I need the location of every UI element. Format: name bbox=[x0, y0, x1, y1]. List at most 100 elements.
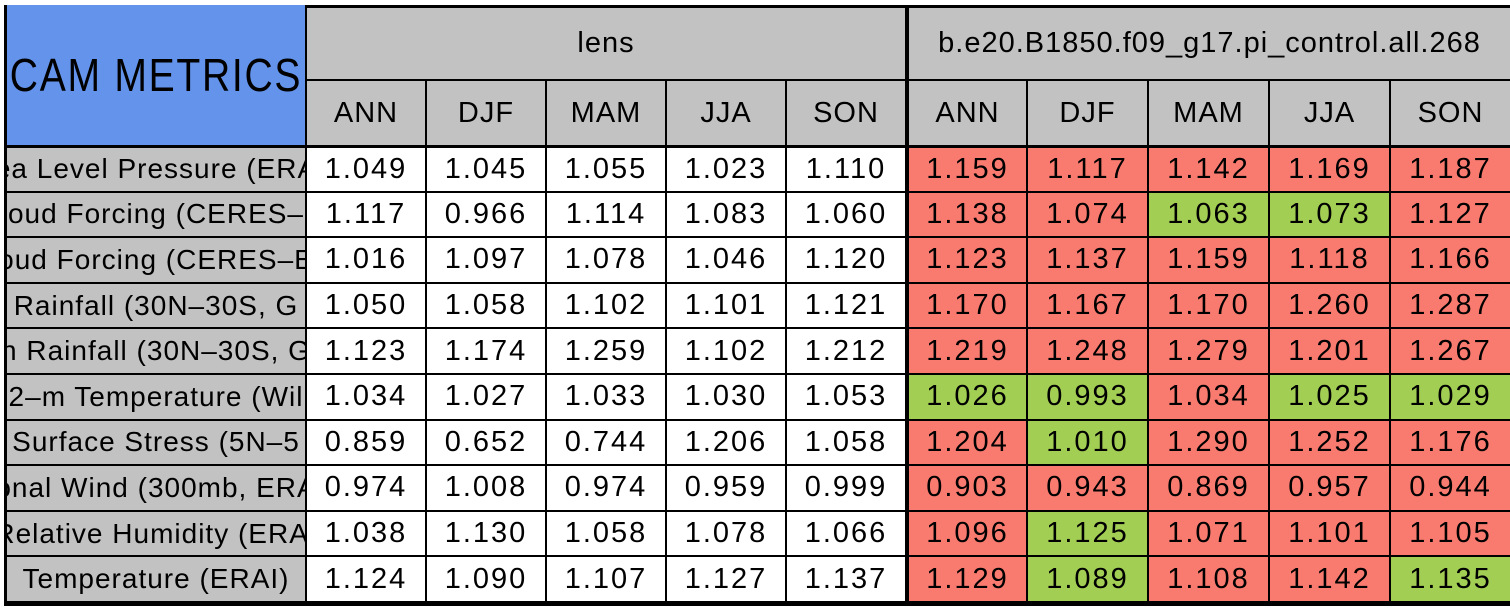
value-cell-lens: 0.959 bbox=[665, 464, 785, 510]
value-cell-model: 1.135 bbox=[1389, 555, 1510, 601]
value-cell-lens: 1.078 bbox=[665, 509, 785, 556]
season-header-lens-jja: JJA bbox=[665, 79, 785, 145]
metric-label: Relative Humidity (ERAI bbox=[4, 509, 305, 556]
value-cell-lens: 0.652 bbox=[425, 418, 545, 465]
value-cell-model: 1.187 bbox=[1389, 145, 1510, 191]
table-title: CAM METRICS bbox=[9, 49, 303, 101]
value-cell-lens: 0.744 bbox=[545, 418, 665, 465]
value-cell-lens: 1.101 bbox=[665, 281, 785, 328]
value-cell-model: 1.026 bbox=[905, 372, 1026, 419]
value-cell-model: 1.170 bbox=[905, 281, 1026, 328]
value-cell-model: 1.125 bbox=[1026, 509, 1147, 556]
value-cell-lens: 1.058 bbox=[545, 509, 665, 556]
value-cell-model: 0.957 bbox=[1268, 464, 1389, 510]
value-cell-model: 0.993 bbox=[1026, 372, 1147, 419]
season-header-model-djf: DJF bbox=[1026, 79, 1147, 145]
value-cell-model: 1.010 bbox=[1026, 418, 1147, 465]
value-cell-model: 1.129 bbox=[905, 555, 1026, 601]
metric-label: oud Forcing (CERES– bbox=[4, 190, 305, 237]
value-cell-lens: 1.078 bbox=[545, 236, 665, 282]
value-cell-lens: 0.999 bbox=[785, 464, 905, 510]
value-cell-lens: 1.038 bbox=[305, 509, 425, 556]
metric-label: n Rainfall (30N–30S, G bbox=[4, 327, 305, 373]
metric-label: onal Wind (300mb, ERA bbox=[4, 464, 305, 510]
value-cell-lens: 1.206 bbox=[665, 418, 785, 465]
value-cell-lens: 1.034 bbox=[305, 372, 425, 419]
value-cell-model: 1.117 bbox=[1026, 145, 1147, 191]
value-cell-lens: 1.008 bbox=[425, 464, 545, 510]
value-cell-lens: 1.045 bbox=[425, 145, 545, 191]
metric-label: Rainfall (30N–30S, G bbox=[4, 281, 305, 328]
season-header-lens-mam: MAM bbox=[545, 79, 665, 145]
value-cell-model: 1.034 bbox=[1147, 372, 1268, 419]
value-cell-model: 1.260 bbox=[1268, 281, 1389, 328]
season-header-model-ann: ANN bbox=[905, 79, 1026, 145]
value-cell-model: 1.123 bbox=[905, 236, 1026, 282]
value-cell-lens: 1.102 bbox=[545, 281, 665, 328]
value-cell-lens: 1.027 bbox=[425, 372, 545, 419]
cam-metrics-table: CAM METRICS lens b.e20.B1850.f09_g17.pi_… bbox=[4, 5, 1510, 606]
value-cell-lens: 1.212 bbox=[785, 327, 905, 373]
value-cell-lens: 1.016 bbox=[305, 236, 425, 282]
value-cell-model: 1.279 bbox=[1147, 327, 1268, 373]
value-cell-lens: 0.966 bbox=[425, 190, 545, 237]
value-cell-model: 1.201 bbox=[1268, 327, 1389, 373]
value-cell-lens: 1.050 bbox=[305, 281, 425, 328]
value-cell-lens: 0.974 bbox=[545, 464, 665, 510]
value-cell-lens: 1.055 bbox=[545, 145, 665, 191]
value-cell-lens: 1.049 bbox=[305, 145, 425, 191]
group-header-lens: lens bbox=[305, 5, 905, 79]
value-cell-lens: 1.033 bbox=[545, 372, 665, 419]
value-cell-model: 1.204 bbox=[905, 418, 1026, 465]
value-cell-model: 1.169 bbox=[1268, 145, 1389, 191]
metric-label: Temperature (ERAI) bbox=[4, 555, 305, 601]
value-cell-model: 1.089 bbox=[1026, 555, 1147, 601]
value-cell-model: 1.096 bbox=[905, 509, 1026, 556]
group-header-model-case: b.e20.B1850.f09_g17.pi_control.all.268 bbox=[905, 5, 1510, 79]
value-cell-model: 1.267 bbox=[1389, 327, 1510, 373]
value-cell-lens: 1.259 bbox=[545, 327, 665, 373]
value-cell-model: 1.170 bbox=[1147, 281, 1268, 328]
value-cell-model: 1.252 bbox=[1268, 418, 1389, 465]
metric-label: ea Level Pressure (ERA bbox=[4, 145, 305, 191]
value-cell-lens: 1.137 bbox=[785, 555, 905, 601]
value-cell-lens: 1.127 bbox=[665, 555, 785, 601]
season-header-model-mam: MAM bbox=[1147, 79, 1268, 145]
season-header-model-jja: JJA bbox=[1268, 79, 1389, 145]
season-header-lens-djf: DJF bbox=[425, 79, 545, 145]
value-cell-model: 1.219 bbox=[905, 327, 1026, 373]
value-cell-model: 1.073 bbox=[1268, 190, 1389, 237]
value-cell-model: 1.118 bbox=[1268, 236, 1389, 282]
value-cell-model: 1.166 bbox=[1389, 236, 1510, 282]
value-cell-lens: 1.023 bbox=[665, 145, 785, 191]
value-cell-model: 1.290 bbox=[1147, 418, 1268, 465]
value-cell-lens: 1.058 bbox=[425, 281, 545, 328]
value-cell-lens: 1.060 bbox=[785, 190, 905, 237]
value-cell-model: 1.159 bbox=[1147, 236, 1268, 282]
value-cell-model: 1.108 bbox=[1147, 555, 1268, 601]
value-cell-lens: 1.053 bbox=[785, 372, 905, 419]
value-cell-model: 0.869 bbox=[1147, 464, 1268, 510]
value-cell-lens: 1.130 bbox=[425, 509, 545, 556]
metric-label: Surface Stress (5N–5 bbox=[4, 418, 305, 465]
value-cell-lens: 0.974 bbox=[305, 464, 425, 510]
value-cell-lens: 1.120 bbox=[785, 236, 905, 282]
value-cell-model: 1.142 bbox=[1147, 145, 1268, 191]
value-cell-lens: 1.123 bbox=[305, 327, 425, 373]
value-cell-lens: 1.097 bbox=[425, 236, 545, 282]
value-cell-lens: 1.083 bbox=[665, 190, 785, 237]
value-cell-model: 1.029 bbox=[1389, 372, 1510, 419]
value-cell-model: 1.025 bbox=[1268, 372, 1389, 419]
value-cell-lens: 1.058 bbox=[785, 418, 905, 465]
value-cell-model: 0.944 bbox=[1389, 464, 1510, 510]
value-cell-lens: 0.859 bbox=[305, 418, 425, 465]
value-cell-model: 1.101 bbox=[1268, 509, 1389, 556]
season-header-lens-son: SON bbox=[785, 79, 905, 145]
table-title-cell: CAM METRICS bbox=[4, 5, 305, 145]
metrics-grid: CAM METRICS lens b.e20.B1850.f09_g17.pi_… bbox=[4, 5, 1510, 601]
value-cell-model: 1.159 bbox=[905, 145, 1026, 191]
value-cell-lens: 1.030 bbox=[665, 372, 785, 419]
value-cell-model: 0.903 bbox=[905, 464, 1026, 510]
value-cell-model: 1.176 bbox=[1389, 418, 1510, 465]
value-cell-lens: 1.124 bbox=[305, 555, 425, 601]
